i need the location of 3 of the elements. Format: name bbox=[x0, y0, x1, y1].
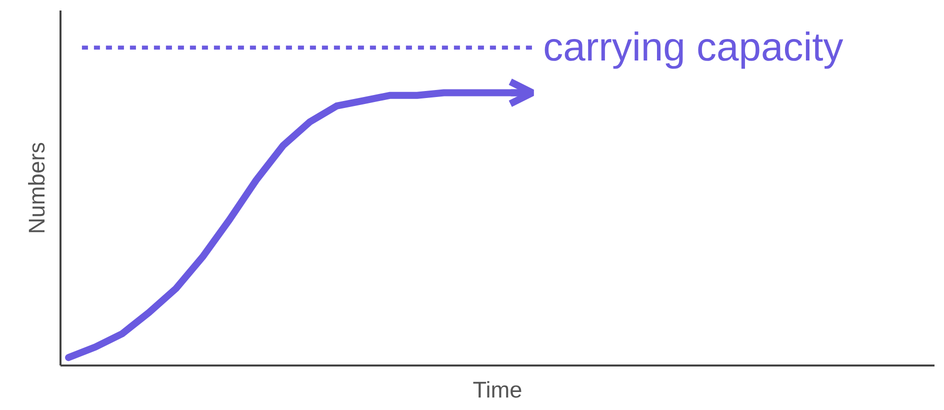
y-axis-title: Numbers bbox=[24, 142, 50, 234]
ref-line-label: carrying capacity bbox=[543, 26, 844, 70]
x-axis-title: Time bbox=[472, 376, 522, 402]
